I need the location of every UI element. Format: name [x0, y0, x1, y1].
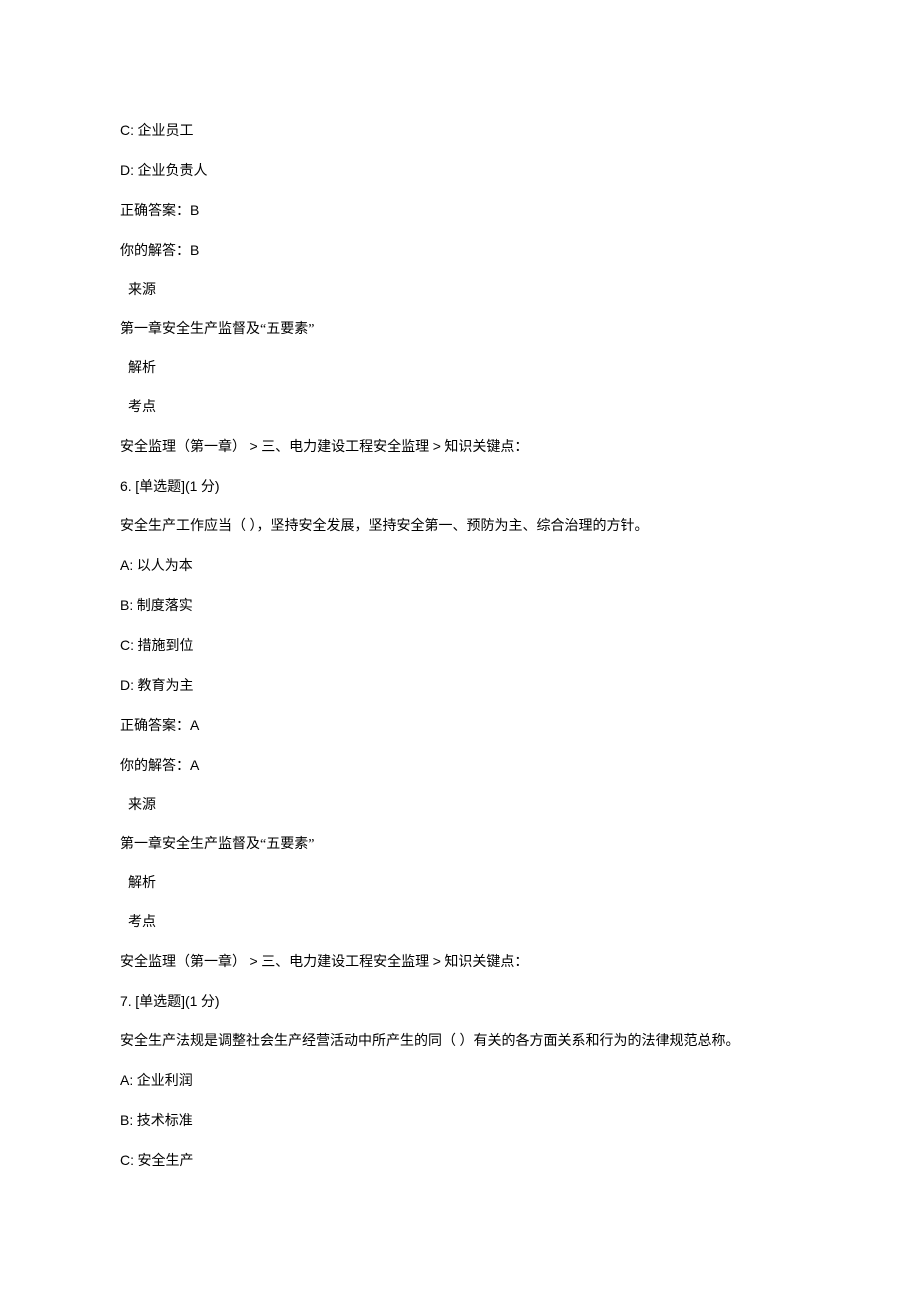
text-line: 解析: [120, 358, 800, 379]
text-line: 考点: [120, 912, 800, 933]
text-line: 你的解答：A: [120, 755, 800, 777]
text-line: C: 企业员工: [120, 120, 800, 142]
text-line: B: 技术标准: [120, 1110, 800, 1132]
text-line: 考点: [120, 397, 800, 418]
text-line: A: 企业利润: [120, 1070, 800, 1092]
text-line: 你的解答：B: [120, 240, 800, 262]
text-line: 第一章安全生产监督及“五要素”: [120, 834, 800, 855]
text-line: 安全生产工作应当（ ），坚持安全发展，坚持安全第一、预防为主、综合治理的方针。: [120, 516, 800, 537]
text-line: 安全监理（第一章） > 三、电力建设工程安全监理 > 知识关键点：: [120, 951, 800, 973]
document-page: C: 企业员工D: 企业负责人正确答案：B你的解答：B来源第一章安全生产监督及“…: [0, 0, 920, 1250]
text-line: C: 措施到位: [120, 635, 800, 657]
text-line: D: 企业负责人: [120, 160, 800, 182]
text-line: 6. [单选题](1 分): [120, 476, 800, 498]
text-line: 7. [单选题](1 分): [120, 991, 800, 1013]
text-line: 正确答案：B: [120, 200, 800, 222]
text-line: 安全生产法规是调整社会生产经营活动中所产生的同（ ）有关的各方面关系和行为的法律…: [120, 1031, 800, 1052]
text-line: 解析: [120, 873, 800, 894]
text-line: 第一章安全生产监督及“五要素”: [120, 319, 800, 340]
text-line: A: 以人为本: [120, 555, 800, 577]
text-line: 来源: [120, 280, 800, 301]
text-line: 安全监理（第一章） > 三、电力建设工程安全监理 > 知识关键点：: [120, 436, 800, 458]
text-line: 来源: [120, 795, 800, 816]
text-line: B: 制度落实: [120, 595, 800, 617]
text-line: 正确答案：A: [120, 715, 800, 737]
text-line: C: 安全生产: [120, 1150, 800, 1172]
text-line: D: 教育为主: [120, 675, 800, 697]
